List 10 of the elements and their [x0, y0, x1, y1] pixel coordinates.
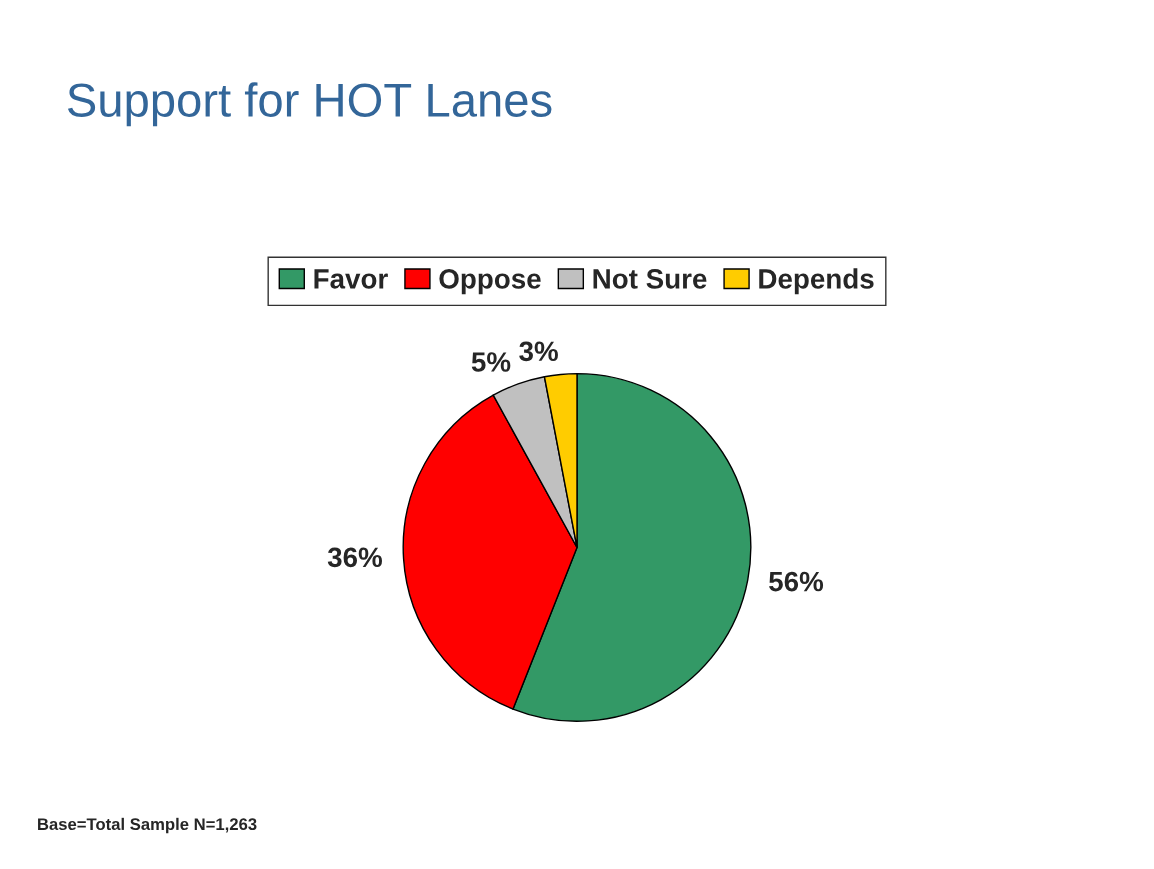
- data-label: 36%: [327, 547, 382, 568]
- text: Base=Total Sample N=1,263: [38, 817, 257, 834]
- legend-label: Depends: [759, 268, 874, 295]
- data-label: 3%: [519, 341, 558, 362]
- legend-label: Oppose: [439, 269, 541, 295]
- chart-title: Support for HOT Lanes: [67, 82, 552, 127]
- data-label: 56%: [769, 571, 824, 592]
- legend-label: Not Sure: [593, 269, 707, 289]
- data-label: 5%: [471, 352, 511, 372]
- legend-label: Favor: [314, 269, 388, 289]
